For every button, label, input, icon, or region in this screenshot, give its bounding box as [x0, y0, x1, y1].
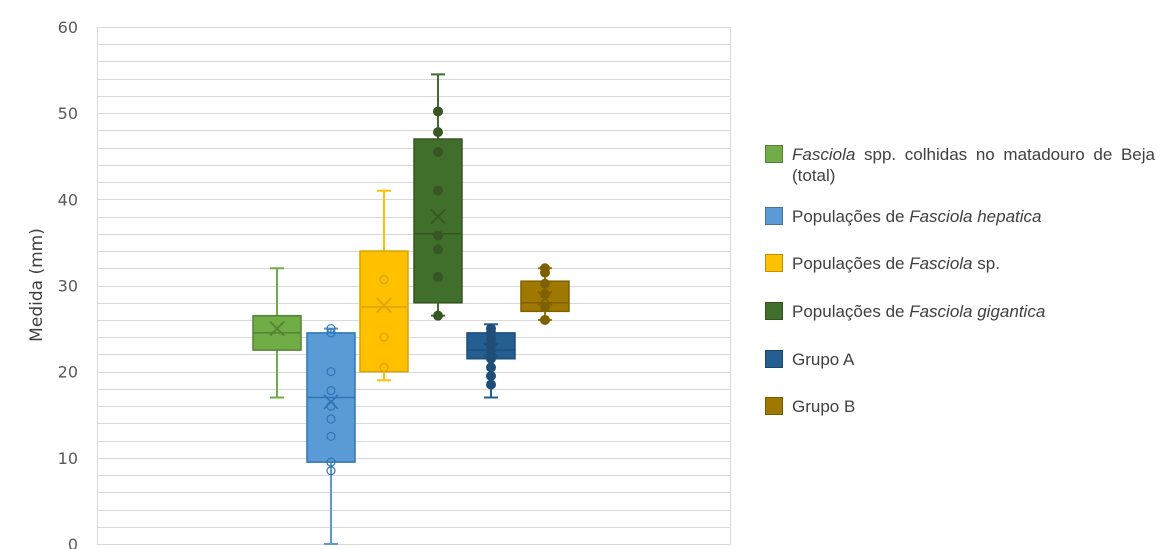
legend-label-gigantica: Populações de Fasciola gigantica: [792, 302, 1046, 321]
box-plot-5: [466, 323, 516, 399]
mean-marker-b: [323, 394, 339, 410]
data-point: [540, 314, 550, 325]
box-plot-2: [306, 323, 356, 545]
box-plot-4: [413, 73, 463, 321]
data-point: [379, 332, 389, 342]
data-point: [326, 431, 336, 441]
data-point: [433, 271, 443, 282]
legend-item-grupo-a: Grupo A: [765, 349, 1155, 370]
data-point: [540, 263, 550, 274]
y-axis-label: Medida (mm): [27, 228, 47, 342]
mean-marker-b: [483, 342, 499, 358]
box-plot-1: [252, 267, 302, 399]
data-point: [326, 367, 336, 377]
y-tick-label: 30: [58, 277, 78, 296]
legend-item-total: Fasciola spp. colhidas no matadouro de B…: [765, 144, 1155, 186]
data-point: [540, 302, 550, 313]
legend-swatch-gigantica: [765, 302, 783, 320]
data-point: [486, 379, 496, 390]
data-point: [433, 146, 443, 157]
y-tick-label: 50: [58, 104, 78, 123]
data-point: [326, 466, 336, 476]
y-tick-label: 0: [68, 535, 78, 549]
data-point: [486, 323, 496, 334]
mean-marker-b: [537, 290, 553, 307]
data-point: [433, 310, 443, 321]
mean-marker-b: [269, 320, 285, 337]
data-point: [486, 353, 496, 364]
y-tick-label: 20: [58, 363, 78, 382]
legend-swatch-fasciola-sp: [765, 254, 783, 272]
box: [359, 250, 409, 373]
legend-swatch-total: [765, 145, 783, 163]
data-point: [326, 414, 336, 424]
legend-swatch-grupo-a: [765, 350, 783, 368]
mean-marker-b: [430, 208, 446, 225]
y-axis-ticks: 0 10 20 30 40 50 60: [58, 18, 78, 549]
data-point: [486, 370, 496, 381]
data-point: [433, 230, 443, 241]
data-point: [433, 185, 443, 196]
data-point: [326, 328, 336, 338]
data-point: [326, 386, 336, 396]
y-tick-label: 10: [58, 449, 78, 468]
legend-label-total: Fasciola spp. colhidas no matadouro de B…: [792, 145, 1155, 185]
legend-swatch-grupo-b: [765, 397, 783, 415]
legend-item-grupo-b: Grupo B: [765, 396, 1155, 417]
legend-label-grupo-b: Grupo B: [792, 397, 856, 416]
legend-label-grupo-a: Grupo A: [792, 350, 855, 369]
mean-marker-b: [376, 297, 392, 313]
box-plot-3: [359, 189, 409, 382]
data-point: [540, 278, 550, 289]
legend-item-hepatica: Populações de Fasciola hepatica: [765, 206, 1155, 227]
data-point: [433, 106, 443, 117]
data-point: [433, 127, 443, 138]
legend-item-fasciola-sp: Populações de Fasciola sp.: [765, 253, 1155, 274]
y-tick-label: 40: [58, 190, 78, 209]
data-point: [326, 323, 336, 334]
y-tick-label: 60: [58, 18, 78, 37]
legend-label-hepatica: Populações de Fasciola hepatica: [792, 207, 1042, 226]
legend-swatch-hepatica: [765, 207, 783, 225]
data-point: [379, 274, 389, 285]
legend-label-fasciola-sp: Populações de Fasciola sp.: [792, 254, 1000, 273]
legend-item-gigantica: Populações de Fasciola gigantica: [765, 301, 1155, 322]
data-point: [379, 362, 389, 372]
box-plot-6: [520, 263, 570, 325]
data-point: [486, 362, 496, 373]
data-point: [326, 457, 336, 467]
data-point: [433, 244, 443, 255]
box-series: [252, 73, 570, 545]
